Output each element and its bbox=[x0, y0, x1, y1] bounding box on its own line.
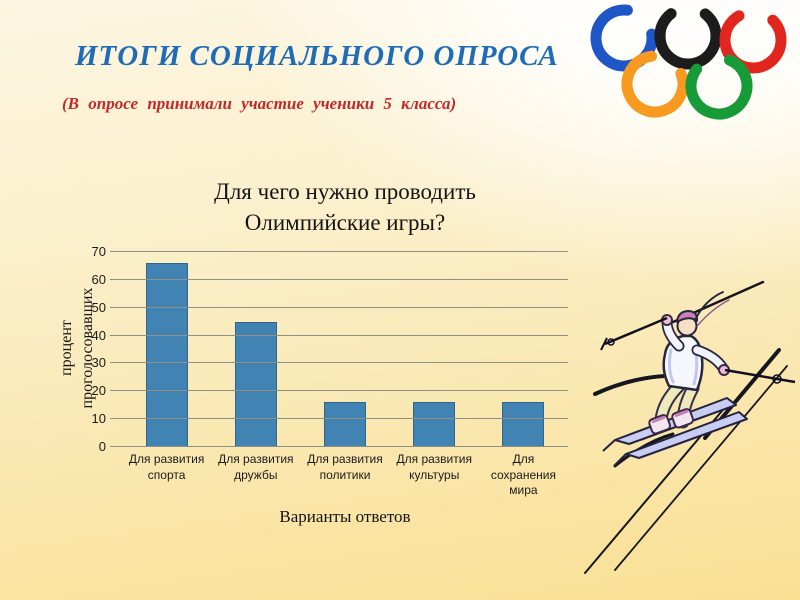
x-axis-label: Варианты ответов bbox=[279, 507, 411, 526]
bar bbox=[502, 402, 545, 447]
bar-slot bbox=[211, 252, 300, 447]
y-tick-label: 30 bbox=[91, 355, 106, 371]
bar-chart: Для чего нужно проводить Олимпийские игр… bbox=[55, 170, 575, 555]
bar-slot bbox=[479, 252, 568, 447]
category-label: Для развития культуры bbox=[396, 452, 472, 482]
y-tick-label: 50 bbox=[91, 299, 106, 315]
skier-clipart bbox=[584, 280, 796, 574]
gridline bbox=[110, 362, 568, 364]
y-tick-label: 40 bbox=[91, 327, 106, 343]
y-axis-label: процент проголосовавших bbox=[58, 287, 96, 409]
gridline bbox=[110, 251, 568, 252]
plot-area: 0 10 20 30 40 50 60 70 bbox=[92, 244, 568, 454]
category-label: Для развития политики bbox=[307, 452, 383, 482]
y-tick-label: 10 bbox=[91, 411, 106, 427]
gridline bbox=[110, 306, 568, 308]
chart-title: Для чего нужно проводить Олимпийские игр… bbox=[214, 179, 476, 236]
page-subtitle: (В опросе принимали участие ученики 5 кл… bbox=[62, 94, 457, 113]
y-tick-label: 0 bbox=[98, 439, 106, 454]
olympic-rings-icon bbox=[590, 2, 787, 120]
bar bbox=[145, 263, 188, 447]
category-label: Для развития дружбы bbox=[218, 452, 294, 482]
gridline bbox=[110, 446, 568, 447]
bar-slot bbox=[390, 252, 479, 447]
y-tick-label: 70 bbox=[91, 244, 106, 259]
category-labels: Для развития спорта Для развития дружбы Дл… bbox=[122, 452, 568, 499]
gridline bbox=[110, 390, 568, 392]
page-title: ИТОГИ СОЦИАЛЬНОГО ОПРОСА bbox=[75, 40, 559, 72]
bar bbox=[234, 321, 277, 447]
bars-row bbox=[122, 252, 568, 447]
category-label: Для развития спорта bbox=[128, 452, 205, 482]
bar-slot bbox=[122, 252, 211, 447]
bar bbox=[413, 402, 456, 447]
bar bbox=[324, 402, 366, 447]
y-tick-label: 60 bbox=[91, 271, 106, 287]
gridline bbox=[110, 418, 568, 420]
gridline bbox=[110, 334, 568, 336]
category-label: Для сохранения мира bbox=[490, 452, 556, 498]
y-tick-label: 20 bbox=[91, 383, 106, 399]
gridline bbox=[110, 278, 568, 280]
